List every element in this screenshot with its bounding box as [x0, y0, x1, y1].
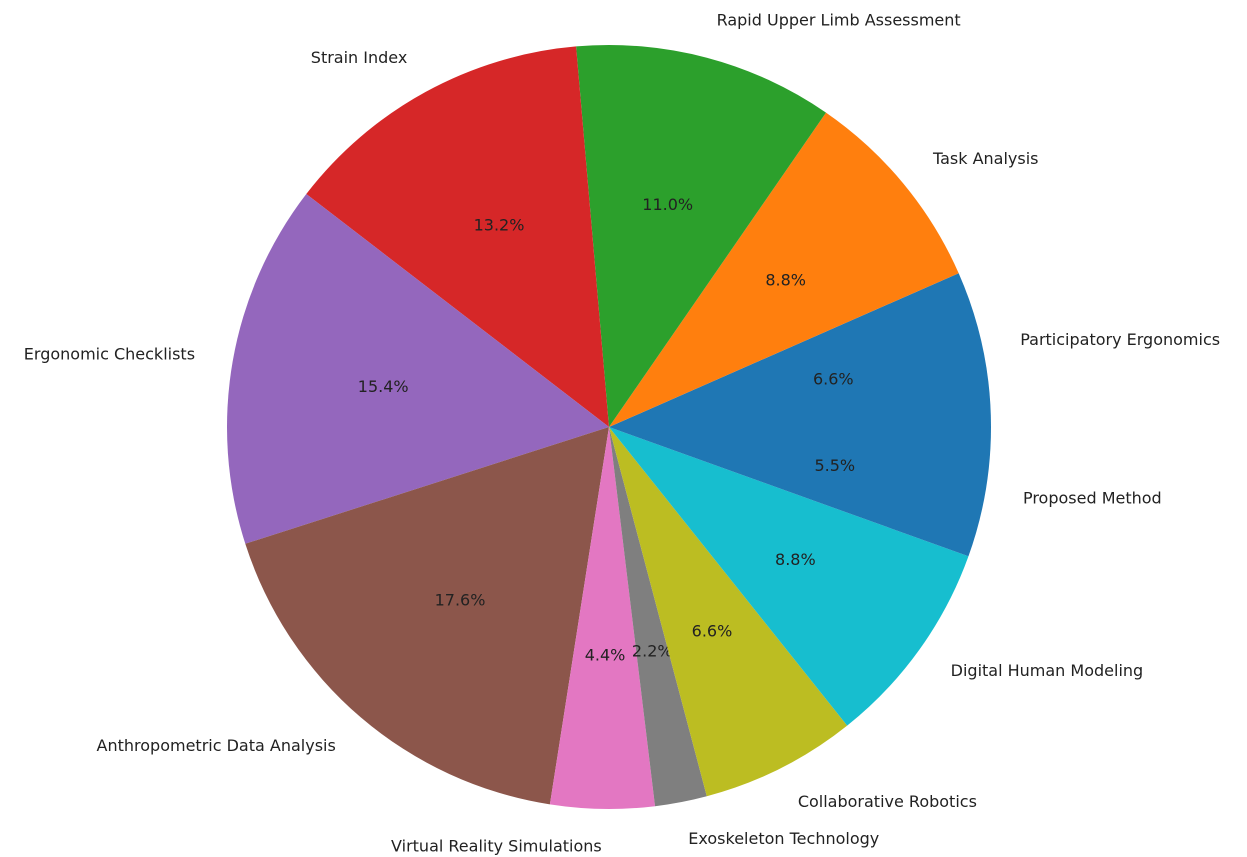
percent-label: 2.2% [632, 642, 673, 661]
percent-label: 5.5% [814, 456, 855, 475]
slice-label: Strain Index [311, 48, 408, 67]
percent-label: 11.0% [642, 195, 693, 214]
slice-label: Exoskeleton Technology [688, 829, 879, 848]
slice-label: Virtual Reality Simulations [391, 837, 602, 856]
pie-slice [549, 427, 656, 809]
pie-slice [576, 45, 827, 428]
percent-label: 13.2% [474, 215, 525, 234]
percent-label: 17.6% [435, 591, 486, 610]
pie-slice [609, 273, 991, 427]
percent-label: 8.8% [775, 550, 816, 569]
slice-label: Rapid Upper Limb Assessment [717, 10, 961, 29]
slice-label: Collaborative Robotics [798, 792, 977, 811]
percent-label: 6.6% [813, 369, 854, 388]
pie-slice [245, 427, 609, 805]
slice-label: Task Analysis [932, 149, 1039, 168]
slice-label: Participatory Ergonomics [1020, 330, 1220, 349]
percent-label: 4.4% [585, 646, 626, 665]
slice-label: Anthropometric Data Analysis [97, 736, 336, 755]
pie-slice [609, 427, 848, 797]
pie-slice [609, 427, 969, 726]
percent-label: 15.4% [358, 377, 409, 396]
pie-slice [609, 427, 707, 807]
pie-slice [306, 46, 609, 427]
percent-label: 8.8% [765, 271, 806, 290]
pie-slice [609, 427, 991, 557]
slice-label: Ergonomic Checklists [24, 344, 195, 363]
slice-label: Digital Human Modeling [951, 661, 1144, 680]
pie-slice [609, 112, 959, 427]
percent-label: 6.6% [692, 621, 733, 640]
pie-slice [227, 194, 609, 544]
slice-label: Proposed Method [1023, 489, 1162, 508]
